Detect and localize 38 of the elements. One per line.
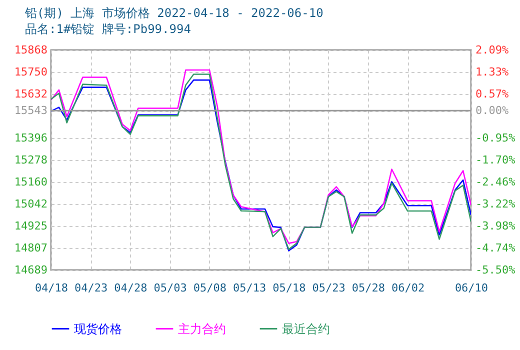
x-tick-label: 05/18 xyxy=(272,282,306,294)
y2-tick-label: 1.33% xyxy=(476,66,509,79)
y-tick-label: 15278 xyxy=(14,154,48,167)
x-tick-label: 06/10 xyxy=(454,282,488,294)
legend-label: 主力合约 xyxy=(178,322,226,336)
y2-tick-label: -5.50% xyxy=(476,264,516,276)
x-tick-label: 04/18 xyxy=(34,282,68,294)
y-tick-label: 15868 xyxy=(14,44,48,56)
legend-label: 现货价格 xyxy=(74,322,122,336)
chart-subtitle: 品名:1#铅锭 牌号:Pb99.994 xyxy=(25,22,191,36)
y-tick-label: 14689 xyxy=(14,264,48,276)
y2-tick-label: -4.74% xyxy=(476,241,516,254)
y2-tick-label: 0.00% xyxy=(476,104,509,118)
y-tick-label: 14807 xyxy=(14,241,48,254)
x-tick-label: 04/23 xyxy=(74,282,108,294)
x-tick-label: 06/02 xyxy=(392,282,425,294)
chart-title: 铅(期) 上海 市场价格 2022-04-18 - 2022-06-10 xyxy=(24,6,324,20)
y-tick-label: 15396 xyxy=(14,132,48,145)
y2-tick-label: -3.22% xyxy=(476,197,516,210)
y2-tick-label: -3.98% xyxy=(476,219,516,232)
y-tick-label: 14925 xyxy=(14,219,48,232)
x-tick-label: 05/03 xyxy=(154,282,187,294)
y2-tick-label: -2.46% xyxy=(476,175,516,188)
y-tick-label: 15042 xyxy=(14,198,48,211)
x-tick-label: 05/23 xyxy=(312,282,346,294)
legend-label: 最近合约 xyxy=(282,322,330,336)
x-tick-label: 05/28 xyxy=(352,282,386,294)
x-tick-label: 05/13 xyxy=(233,282,266,294)
y2-tick-label: 0.57% xyxy=(476,88,509,101)
y2-tick-label: -0.95% xyxy=(476,132,516,145)
y2-tick-label: 2.09% xyxy=(476,44,509,56)
x-tick-label: 04/28 xyxy=(114,282,148,294)
y2-tick-label: -1.70% xyxy=(476,153,516,166)
x-tick-label: 05/08 xyxy=(193,282,227,294)
y-tick-label: 15632 xyxy=(14,88,48,101)
y-tick-label: 15160 xyxy=(14,176,48,189)
y-tick-label: 15543 xyxy=(14,104,48,118)
y-tick-label: 15750 xyxy=(14,66,48,79)
